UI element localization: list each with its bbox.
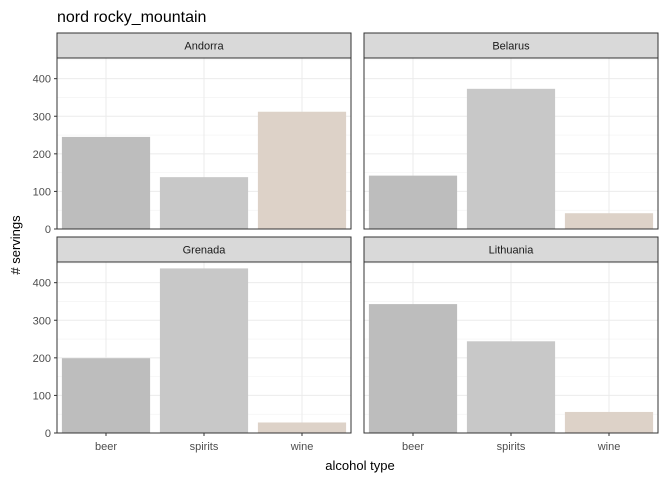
facet-panel-lithuania: Lithuania beer spirits wine — [363, 236, 659, 453]
facet-strip-label: Andorra — [184, 41, 224, 53]
facet-strip-label: Lithuania — [489, 245, 535, 257]
x-tick-label: spirits — [190, 441, 219, 453]
chart-title: nord rocky_mountain — [57, 9, 206, 26]
panel-border — [56, 57, 352, 230]
bar-beer — [61, 358, 151, 433]
facet-panel-belarus: Belarus — [363, 32, 659, 230]
bar-spirits — [159, 268, 249, 433]
bar-spirits — [466, 341, 556, 433]
y-tick-label: 400 — [33, 278, 51, 290]
facet-panel-andorra: Andorra 0 100 200 300 400 — [33, 32, 352, 236]
facet-strip — [363, 236, 659, 263]
facet-strip — [56, 236, 352, 263]
y-tick-label: 100 — [33, 390, 51, 402]
bar-wine — [564, 411, 654, 433]
y-tick-label: 0 — [45, 224, 51, 236]
y-tick-label: 100 — [33, 186, 51, 198]
panel-border — [363, 57, 659, 230]
x-tick-label: wine — [290, 441, 314, 453]
facet-panel-grenada: Grenada 0 100 200 300 400 beer spirits wine — [33, 236, 352, 453]
y-axis-title: # servings — [8, 215, 23, 275]
x-tick-label: wine — [597, 441, 621, 453]
y-tick-label: 0 — [45, 428, 51, 440]
y-tick-label: 300 — [33, 315, 51, 327]
facet-strip-label: Grenada — [183, 245, 227, 257]
y-tick-label: 200 — [33, 353, 51, 365]
y-tick-label: 400 — [33, 74, 51, 86]
bar-spirits — [159, 177, 249, 229]
bar-wine — [257, 111, 347, 229]
x-tick-label: beer — [402, 441, 424, 453]
facet-strip-label: Belarus — [492, 41, 530, 53]
x-tick-label: spirits — [497, 441, 526, 453]
bar-spirits — [466, 88, 556, 229]
bar-wine — [257, 422, 347, 433]
facet-panels: Andorra 0 100 200 300 400 Belarus Grenada 0 100 20… — [33, 32, 659, 453]
x-tick-label: beer — [95, 441, 117, 453]
y-tick-label: 300 — [33, 111, 51, 123]
facet-strip — [363, 32, 659, 59]
facet-strip — [56, 32, 352, 59]
x-axis-title: alcohol type — [325, 458, 394, 473]
bar-beer — [368, 175, 458, 229]
bar-beer — [61, 136, 151, 229]
y-tick-label: 200 — [33, 149, 51, 161]
bar-beer — [368, 304, 458, 433]
bar-wine — [564, 213, 654, 229]
